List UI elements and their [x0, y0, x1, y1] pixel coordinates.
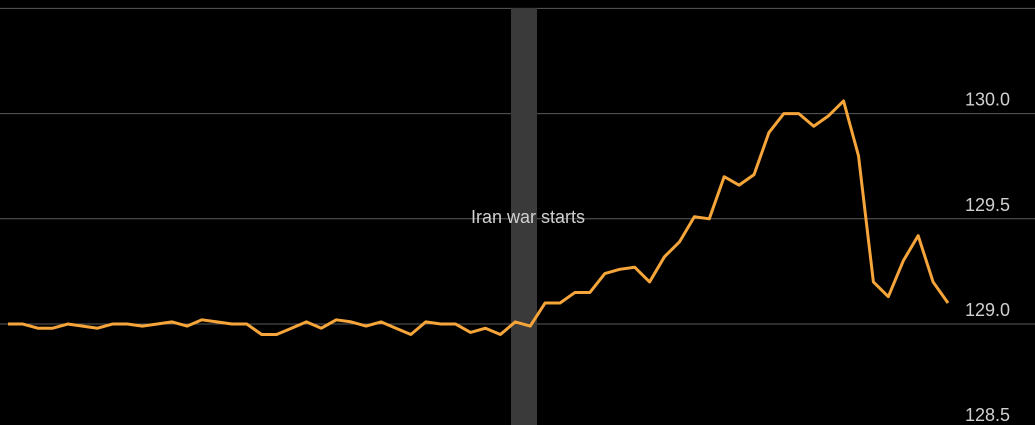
line — [8, 99, 950, 337]
y-tick-label: 128.5 — [965, 405, 1010, 425]
y-tick-label: 129.5 — [965, 195, 1010, 215]
event-band — [511, 8, 537, 425]
y-tick-label: 130.0 — [965, 90, 1010, 110]
annotation: Iran war starts — [471, 207, 585, 227]
y-tick-label: 129.0 — [965, 300, 1010, 320]
